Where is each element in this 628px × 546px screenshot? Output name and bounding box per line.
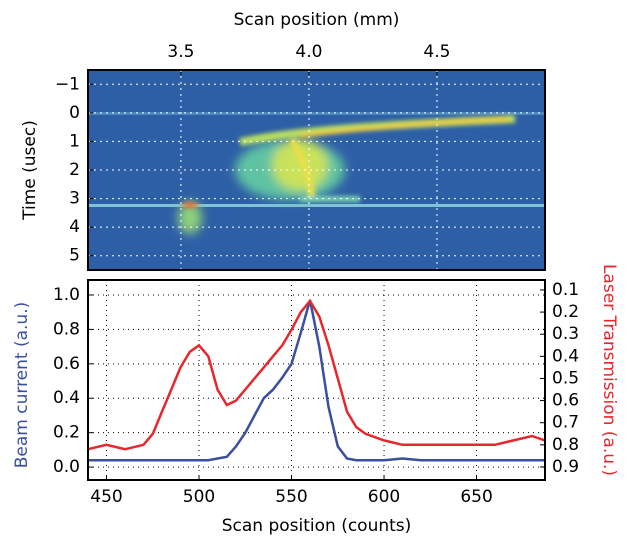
y-tick-label: 1.0 xyxy=(53,285,80,305)
y2-axis-label: Laser Transmission (a.u.) xyxy=(599,264,619,476)
y-tick-label: 2 xyxy=(69,160,80,180)
y2-tick-label: 0.5 xyxy=(552,368,579,388)
y-tick-label: 0.4 xyxy=(53,388,80,408)
y-tick-label: 0.6 xyxy=(53,354,80,374)
x-tick-label: 600 xyxy=(368,487,400,507)
y-tick-label: −1 xyxy=(55,74,80,94)
y2-tick-label: 0.7 xyxy=(552,413,579,433)
y2-tick-label: 0.4 xyxy=(552,346,579,366)
y-tick-label: 1 xyxy=(69,131,80,151)
frame xyxy=(87,279,546,481)
y2-tick-label: 0.6 xyxy=(552,391,579,411)
y-tick-label: 0.0 xyxy=(53,457,80,477)
y-tick-label: 3 xyxy=(69,189,80,209)
y-tick-label: 0.8 xyxy=(53,319,80,339)
data-line xyxy=(88,299,545,462)
frame xyxy=(87,69,546,271)
x-tick-label: 500 xyxy=(183,487,215,507)
x-tick-label: 4.0 xyxy=(295,42,322,62)
y-axis-label: Beam current (a.u.) xyxy=(12,302,32,469)
x-tick-label: 550 xyxy=(275,487,307,507)
x-tick-label: 650 xyxy=(460,487,492,507)
x-tick-label: 4.5 xyxy=(423,42,450,62)
x-tick-label: 450 xyxy=(90,487,122,507)
y2-tick-label: 0.1 xyxy=(552,280,579,300)
data-line xyxy=(87,298,546,451)
y-tick-label: 4 xyxy=(69,217,80,237)
y2-tick-label: 0.2 xyxy=(552,302,579,322)
y-tick-label: 0 xyxy=(69,103,80,123)
plot-layer: 3.5 4.0 4.5 −1 0 1 2 3 4 5 Scan position (mm) Time … xyxy=(12,10,619,536)
x-axis-label: Scan position (counts) xyxy=(222,516,412,536)
x-axis-label: Scan position (mm) xyxy=(234,10,400,30)
y-tick-label: 5 xyxy=(69,246,80,266)
y-axis-label: Time (usec) xyxy=(20,120,40,221)
y2-tick-label: 0.8 xyxy=(552,435,579,455)
x-tick-label: 3.5 xyxy=(167,42,194,62)
y2-tick-label: 0.9 xyxy=(552,457,579,477)
y-tick-label: 0.2 xyxy=(53,423,80,443)
y2-tick-label: 0.3 xyxy=(552,324,579,344)
